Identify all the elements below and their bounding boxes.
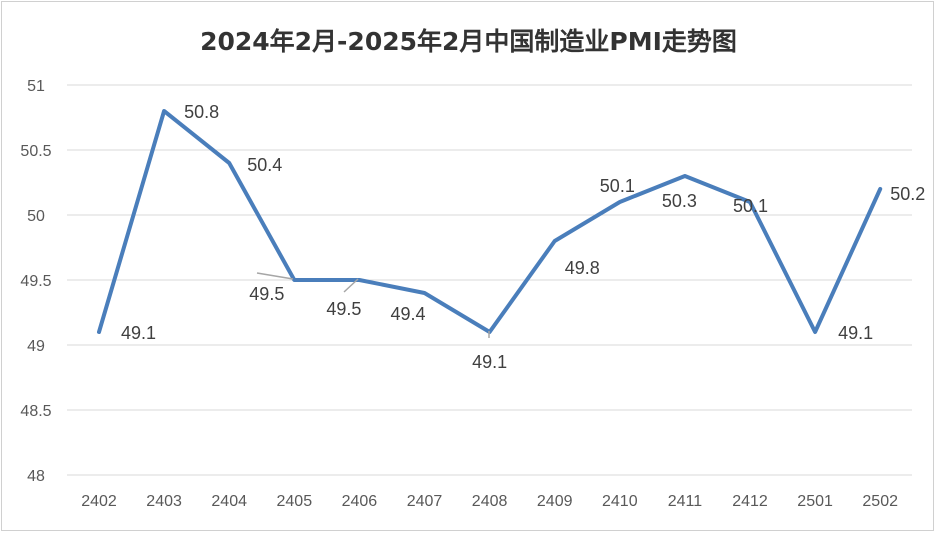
x-tick-label: 2501 <box>797 493 833 510</box>
x-tick-label: 2404 <box>211 493 247 510</box>
data-label-leader <box>343 278 359 293</box>
data-label: 50.1 <box>733 196 768 216</box>
data-label: 49.8 <box>565 258 600 278</box>
x-tick-label: 2406 <box>342 493 378 510</box>
data-label: 49.1 <box>121 323 156 343</box>
data-label: 49.5 <box>249 284 284 304</box>
data-label: 50.1 <box>600 176 635 196</box>
x-tick-label: 2403 <box>146 493 182 510</box>
y-tick-label: 51 <box>27 78 45 95</box>
data-label: 49.5 <box>326 299 361 319</box>
data-label: 49.4 <box>391 304 426 324</box>
data-label: 49.1 <box>838 323 873 343</box>
x-tick-label: 2502 <box>862 493 898 510</box>
data-label: 50.2 <box>890 184 925 204</box>
x-tick-label: 2409 <box>537 493 573 510</box>
x-tick-label: 2411 <box>668 493 703 510</box>
y-tick-label: 49 <box>27 338 45 355</box>
chart-title: 2024年2月-2025年2月中国制造业PMI走势图 <box>200 27 737 56</box>
x-tick-label: 2405 <box>277 493 313 510</box>
data-label: 50.8 <box>184 102 219 122</box>
y-tick-label: 48 <box>27 468 45 485</box>
data-label-leader <box>256 272 294 280</box>
y-tick-label: 49.5 <box>20 273 51 290</box>
x-tick-label: 2408 <box>472 493 508 510</box>
series-line <box>97 109 883 334</box>
y-tick-label: 50 <box>27 208 45 225</box>
data-label: 50.3 <box>662 191 697 211</box>
data-label: 49.1 <box>472 352 507 372</box>
x-tick-label: 2407 <box>407 493 443 510</box>
x-tick-label: 2412 <box>732 493 768 510</box>
x-tick-label: 2410 <box>602 493 638 510</box>
data-label: 50.4 <box>247 155 282 175</box>
y-tick-label: 48.5 <box>20 403 51 420</box>
y-tick-label: 50.5 <box>20 143 51 160</box>
x-tick-label: 2402 <box>81 493 117 510</box>
